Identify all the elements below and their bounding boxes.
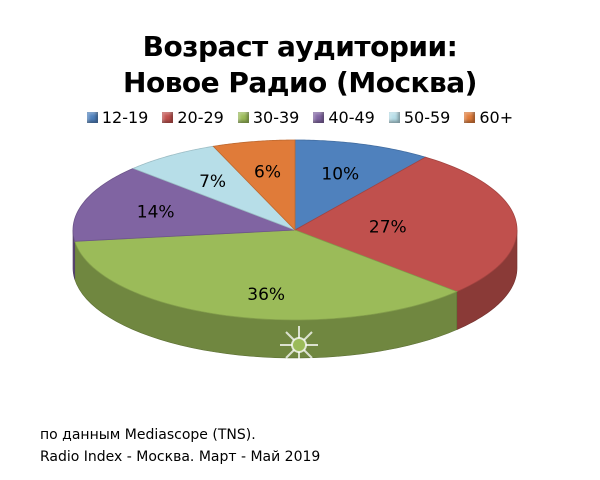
legend-label: 30-39 (252, 108, 300, 127)
pie-data-labels: 10% 27% 36% 14% 7% 6% (137, 163, 407, 305)
pie-slice-12-19 (294, 139, 427, 231)
data-label-60plus: 6% (254, 163, 281, 183)
watermark-logo-icon (280, 326, 318, 364)
legend-swatch (464, 112, 476, 123)
data-label-40-49: 14% (137, 203, 175, 223)
data-label-20-29: 27% (369, 217, 407, 237)
pie-slice-20-29 (294, 156, 518, 293)
legend-label: 12-19 (101, 108, 149, 127)
legend-swatch (162, 112, 174, 123)
legend-item-50-59: 50-59 (388, 108, 451, 127)
data-label-30-39: 36% (247, 285, 285, 305)
source-note-line1: по данным Mediascope (TNS). (40, 427, 256, 443)
legend-swatch (388, 112, 400, 123)
pie-slice-40-49 (72, 167, 296, 242)
legend-label: 50-59 (403, 108, 451, 127)
pie-slice-30-39 (74, 229, 458, 321)
legend-label: 20-29 (177, 108, 224, 127)
legend-item-30-39: 30-39 (237, 108, 300, 127)
source-note-line2: Radio Index - Москва. Март - Май 2019 (40, 449, 321, 465)
legend-label: 40-49 (328, 108, 375, 127)
data-label-50-59: 7% (199, 172, 226, 192)
legend-swatch (86, 112, 98, 123)
legend-swatch (313, 112, 325, 123)
chart-title-line2: Новое Радио (Москва) (123, 66, 477, 99)
legend-item-60plus: 60+ (464, 108, 513, 127)
watermark: ALLEN MEDIA (241, 326, 359, 393)
watermark-text: ALLEN MEDIA (241, 375, 359, 393)
legend-item-12-19: 12-19 (86, 108, 149, 127)
chart-title-line1: Возраст аудитории: (142, 30, 458, 63)
legend-swatch (237, 112, 249, 123)
legend-label: 60+ (479, 108, 514, 127)
chart-legend: 12-19 20-29 30-39 40-49 50-59 60+ (0, 108, 600, 127)
pie-slice-60plus (212, 139, 296, 231)
data-label-12-19: 10% (321, 165, 359, 185)
legend-item-20-29: 20-29 (162, 108, 224, 127)
pie-tops (72, 139, 518, 321)
pie-slice-50-59 (132, 145, 296, 231)
legend-item-40-49: 40-49 (313, 108, 375, 127)
